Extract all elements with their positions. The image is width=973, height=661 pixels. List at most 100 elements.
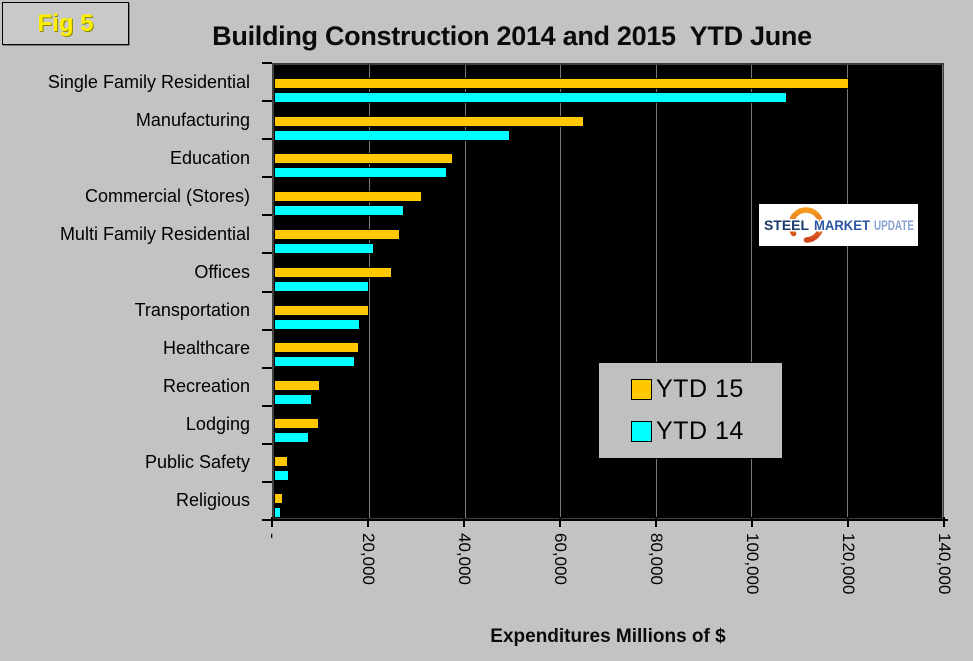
x-tick [271,517,273,527]
y-tick [262,442,272,445]
x-tick-label: 100,000 [743,533,762,595]
category-label: Commercial (Stores) [84,185,250,206]
bar-ytd14 [274,205,405,217]
gridline [751,65,753,518]
bar-row [274,65,942,103]
x-tick-label: 40,000 [454,533,474,585]
category-label: Manufacturing [135,109,250,130]
y-tick [262,480,272,483]
x-axis-tick-labels: - 20,000 40,000 60,000 80,000 100,000 120,000 1… [263,533,954,621]
bar-ytd14 [274,356,355,368]
x-tick [559,517,561,527]
y-tick [262,62,272,64]
bar-ytd14 [274,280,370,292]
gridline [369,65,371,518]
bar-ytd15 [274,153,453,165]
category-label: Transportation [134,300,250,321]
category-label: Healthcare [162,338,250,359]
bar-row [274,216,942,254]
figure-label: Fig 5 [37,9,94,37]
category-label: Education [169,147,250,168]
x-tick-label: 20,000 [358,533,378,585]
category-label: Lodging [185,414,250,435]
gridline [560,65,562,518]
logo-swoosh-icon [788,207,824,243]
bar-ytd14 [274,431,310,443]
bar-ytd15 [274,493,283,505]
bar-ytd15 [274,266,392,278]
y-tick [262,252,272,255]
svg-text:MARKET: MARKET [814,217,870,233]
bar-ytd14 [274,242,375,254]
bar-row [274,178,942,217]
bar-ytd15 [274,228,401,240]
category-label: Public Safety [144,452,250,473]
legend-item-ytd15: YTD 15 [631,375,782,404]
svg-text:STEEL: STEEL [764,217,809,233]
x-tick-label: 80,000 [646,533,666,585]
bar-ytd14 [274,318,361,330]
category-label: Offices [194,261,250,282]
x-tick-label: 120,000 [839,533,858,595]
x-tick [751,517,753,527]
bar-ytd15 [274,191,422,203]
bar-ytd15 [274,417,320,429]
bar-ytd14 [274,507,282,519]
y-tick [262,328,272,331]
x-axis-title: Expenditures Millions of $ [490,626,726,647]
x-tick [943,517,945,527]
bar-row [274,103,942,141]
gridline [655,65,657,518]
gridline [846,65,848,518]
bar-row [274,329,942,368]
bar-row [274,405,942,443]
legend-item-ytd14: YTD 14 [631,417,782,446]
category-label: Single Family Residential [47,71,250,92]
bar-ytd15 [274,304,370,316]
x-tick [654,517,657,527]
bar-row [274,367,942,405]
y-tick [262,138,272,141]
bar-row [274,254,942,292]
x-axis-line [264,519,948,521]
category-label: Religious [175,490,250,511]
bar-ytd15 [274,342,359,354]
bar-row [274,292,942,330]
bar-row [274,140,942,179]
x-tick-label: - [263,533,282,539]
bar-ytd14 [274,469,290,481]
bar-ytd15 [274,379,320,391]
gridline [464,65,466,518]
svg-text:UPDATE: UPDATE [874,217,914,233]
bar-ytd15 [274,78,849,89]
category-label: Recreation [162,376,250,397]
legend-label-ytd15: YTD 15 [656,375,744,404]
bar-ytd14 [274,92,787,103]
bar-ytd15 [274,115,585,127]
y-tick [262,366,272,369]
y-tick [262,100,272,103]
bar-ytd14 [274,393,312,405]
figure-label-box: Fig 5 [2,2,129,45]
bar-ytd15 [274,455,288,467]
x-tick [366,517,369,527]
legend-label-ytd14: YTD 14 [656,416,744,445]
category-axis-labels: Single Family Residential Manufacturing Ed… [0,63,256,520]
y-tick [262,214,272,217]
ytd14-swatch [631,420,652,442]
legend: YTD 15 YTD 14 [598,362,783,459]
chart-title: Building Construction 2014 and 2015 YTD … [212,21,812,51]
bar-ytd14 [274,167,447,179]
y-tick [262,404,272,407]
x-tick-label: 140,000 [935,533,954,595]
y-tick [262,290,272,293]
bar-row [274,443,942,481]
gridline [942,65,943,518]
category-label: Multi Family Residential [59,223,250,244]
x-axis-tick-marks [271,517,945,527]
x-tick [847,517,849,527]
steel-market-update-logo: STEEL MARKET UPDATE [759,204,918,246]
bar-ytd14 [274,129,511,141]
bar-row [274,480,942,519]
